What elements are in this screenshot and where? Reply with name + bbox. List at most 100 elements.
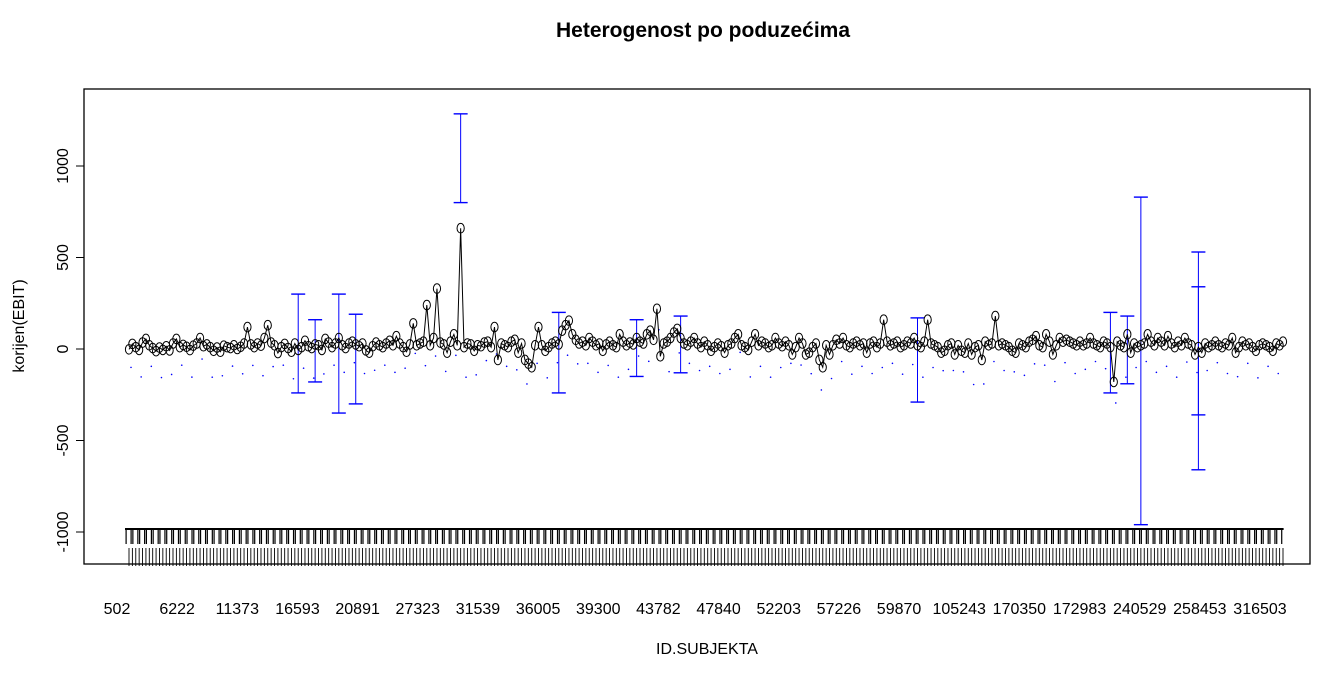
id-label-mark [836,530,838,544]
id-label-mark [754,530,757,544]
x-tick-label: 11373 [216,601,259,618]
data-point [825,349,834,360]
data-point [1106,341,1115,353]
id-label-mark [341,528,350,530]
id-label-mark [639,530,642,544]
id-label-mark [937,530,939,544]
id-label-mark [1213,530,1215,544]
data-point [1011,347,1020,358]
interval-dot [252,364,254,367]
id-label-mark [1011,528,1020,530]
interval-dot [475,374,477,376]
interval-dot [1155,371,1158,374]
id-label-mark [272,530,274,544]
id-label-mark [1281,530,1283,544]
id-label-mark [998,530,1000,544]
id-label-mark [165,528,174,530]
id-label-mark [1057,530,1059,544]
id-label-mark [841,530,843,544]
id-label-mark [463,528,472,530]
id-label-mark [199,530,202,544]
data-point [510,334,519,346]
id-label-mark [666,530,669,544]
id-label-mark [518,530,520,544]
id-label-mark [854,530,856,544]
id-label-mark [1247,530,1249,544]
interval-dot [881,366,884,369]
data-point [1126,347,1135,358]
data-point [950,349,959,360]
id-label-mark [355,530,357,544]
id-label-mark [1073,530,1075,544]
id-label-mark [1052,530,1054,544]
id-label-mark [240,530,242,544]
data-point [818,362,827,373]
id-label-mark [313,530,315,544]
id-label-mark [922,530,924,544]
id-label-mark [246,528,255,530]
id-label-mark [687,530,689,544]
interval-dot [1246,362,1249,365]
id-label-mark [470,528,479,530]
id-label-mark [1167,530,1170,544]
id-label-mark [721,530,723,544]
id-label-mark [475,530,477,544]
id-label-mark [774,528,783,530]
id-label-mark [578,528,587,530]
id-label-mark [516,530,518,544]
id-label-mark [694,530,696,544]
interval-dot [180,364,183,366]
id-label-mark [131,528,140,530]
id-label-mark [409,528,418,530]
id-label-mark [334,528,343,530]
id-label-mark [509,530,511,544]
id-label-mark [1174,530,1176,544]
id-label-mark [1260,530,1263,544]
interval-dot [444,370,447,373]
id-label-mark [294,530,296,544]
id-label-mark [1255,530,1258,544]
data-point [263,319,272,331]
interval-dot [1175,376,1178,378]
id-label-mark [179,530,181,544]
id-label-mark [368,528,377,530]
id-label-mark [924,530,926,544]
data-point [1119,341,1129,353]
id-label-mark [659,528,668,530]
id-label-mark [583,530,586,544]
id-label-mark [226,528,235,530]
interval-dot [769,376,772,378]
id-label-mark [292,530,295,544]
id-label-mark [740,528,749,530]
interval-dot [647,360,650,363]
x-tick-label: 27323 [396,601,441,618]
id-label-mark [294,528,303,530]
interval-dot [952,369,955,372]
interval-dot [150,365,153,368]
id-label-mark [531,528,540,530]
id-label-mark [964,528,973,530]
id-label-mark [658,530,660,544]
interval-dot [211,376,214,378]
id-label-mark [876,530,878,544]
id-label-mark [773,530,775,544]
interval-dot [1104,367,1107,370]
id-label-mark [1147,530,1149,544]
id-label-mark [1039,530,1041,544]
id-label-mark [265,530,268,544]
interval-dot [779,366,782,369]
id-label-mark [766,530,768,544]
x-tick-label: 36005 [516,601,561,618]
id-label-mark [578,530,581,544]
interval-dot [810,372,813,375]
id-label-mark [1031,528,1040,530]
id-label-mark [565,530,567,544]
id-label-mark [144,530,146,544]
id-label-mark [700,528,709,530]
id-label-mark [1071,530,1073,544]
id-label-mark [842,530,845,544]
data-point [1197,347,1206,358]
id-label-mark [274,530,276,544]
id-label-mark [414,530,416,544]
id-label-mark [1145,530,1147,544]
